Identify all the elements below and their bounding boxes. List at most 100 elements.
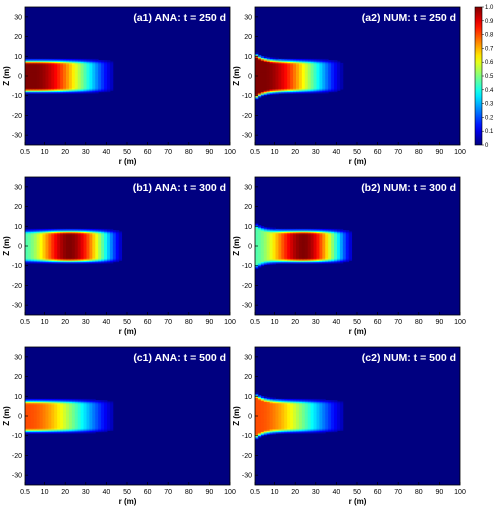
heatmap-cell	[293, 260, 297, 263]
heatmap-cell	[48, 234, 52, 236]
heatmap-cell	[304, 244, 309, 247]
heatmap-cell	[25, 243, 29, 246]
heatmap-cell	[255, 430, 259, 433]
heatmap-cell	[281, 410, 285, 413]
heatmap-cell	[86, 65, 90, 68]
heatmap-cell	[36, 85, 41, 87]
heatmap-cell	[281, 400, 285, 402]
heatmap-cell	[60, 232, 64, 235]
heatmap-cell	[328, 66, 332, 69]
heatmap-cell	[60, 425, 64, 427]
heatmap-cell	[272, 249, 276, 252]
y-tick-label: -30	[12, 303, 22, 310]
heatmap-cell	[80, 251, 84, 253]
heatmap-cell	[30, 66, 35, 69]
heatmap-cell	[48, 256, 52, 259]
heatmap-cell	[80, 238, 84, 240]
heatmap-cell	[319, 72, 323, 74]
heatmap-cell	[290, 232, 294, 235]
heatmap-cell	[345, 253, 350, 256]
heatmap-cell	[54, 60, 58, 62]
heatmap-cell	[304, 246, 309, 248]
heatmap-cell	[325, 240, 329, 243]
heatmap-cell	[331, 76, 335, 78]
heatmap-cell	[48, 83, 52, 86]
heatmap-cell	[54, 65, 58, 68]
heatmap-cell	[337, 76, 341, 78]
heatmap-cell	[77, 73, 82, 76]
heatmap-cell	[63, 253, 67, 256]
heatmap-cell	[118, 235, 123, 238]
heatmap-cell	[77, 430, 82, 433]
heatmap-cell	[307, 247, 312, 250]
heatmap-cell	[77, 431, 82, 434]
heatmap-cell	[112, 244, 117, 247]
heatmap-cell	[263, 253, 268, 256]
heatmap-cell	[255, 402, 259, 405]
heatmap-cell	[63, 234, 67, 236]
heatmap-cell	[284, 406, 288, 409]
heatmap-cell	[45, 247, 49, 250]
heatmap-cell	[25, 402, 29, 405]
heatmap-cell	[83, 252, 87, 255]
heatmap-cell	[316, 235, 320, 238]
heatmap-cell	[275, 242, 279, 244]
heatmap-cell	[68, 414, 73, 417]
heatmap-cell	[101, 259, 105, 261]
heatmap-cell	[284, 73, 288, 76]
heatmap-cell	[57, 413, 61, 416]
heatmap-cell	[281, 76, 285, 78]
heatmap-cell	[260, 247, 265, 250]
heatmap-cell	[287, 259, 291, 261]
heatmap-cell	[39, 74, 43, 77]
heatmap-cell	[107, 78, 111, 81]
heatmap-cell	[74, 77, 79, 80]
heatmap-cell	[107, 90, 111, 93]
heatmap-cell	[36, 416, 41, 418]
heatmap-cell	[115, 255, 120, 257]
heatmap-cell	[263, 79, 268, 82]
heatmap-cell	[348, 239, 353, 242]
heatmap-cell	[325, 74, 329, 77]
heatmap-cell	[68, 256, 73, 259]
heatmap-cell	[293, 414, 297, 417]
heatmap-cell	[25, 81, 29, 83]
heatmap-cell	[316, 87, 320, 90]
heatmap-cell	[296, 425, 300, 427]
heatmap-cell	[278, 249, 282, 252]
heatmap-cell	[257, 240, 262, 243]
heatmap-cell	[51, 404, 55, 406]
heatmap-cell	[319, 235, 323, 238]
heatmap-cell	[301, 62, 306, 65]
heatmap-cell	[319, 255, 323, 257]
heatmap-cell	[325, 249, 329, 252]
heatmap-cell	[325, 406, 329, 409]
heatmap-cell	[301, 236, 306, 239]
heatmap-cell	[334, 246, 338, 248]
heatmap-cell	[278, 412, 282, 414]
heatmap-cell	[30, 77, 35, 80]
heatmap-cell	[104, 419, 108, 422]
heatmap-cell	[109, 66, 114, 69]
heatmap-cell	[33, 239, 38, 242]
heatmap-cell	[57, 81, 61, 83]
heatmap-cell	[63, 239, 67, 242]
heatmap-cell	[109, 414, 114, 417]
heatmap-cell	[51, 69, 55, 72]
heatmap-cell	[68, 242, 73, 244]
heatmap-cell	[107, 246, 111, 248]
heatmap-cell	[304, 418, 309, 421]
heatmap-cell	[263, 247, 268, 250]
heatmap-cell	[339, 240, 344, 243]
heatmap-cell	[260, 244, 265, 247]
heatmap-cell	[255, 434, 259, 437]
y-tick-label: -30	[12, 133, 22, 140]
heatmap-cell	[27, 410, 32, 413]
heatmap-cell	[98, 422, 102, 425]
heatmap-cell	[45, 421, 49, 423]
heatmap-cell	[57, 232, 61, 235]
heatmap-cell	[319, 246, 323, 248]
heatmap-cell	[66, 89, 70, 91]
heatmap-cell	[30, 79, 35, 82]
